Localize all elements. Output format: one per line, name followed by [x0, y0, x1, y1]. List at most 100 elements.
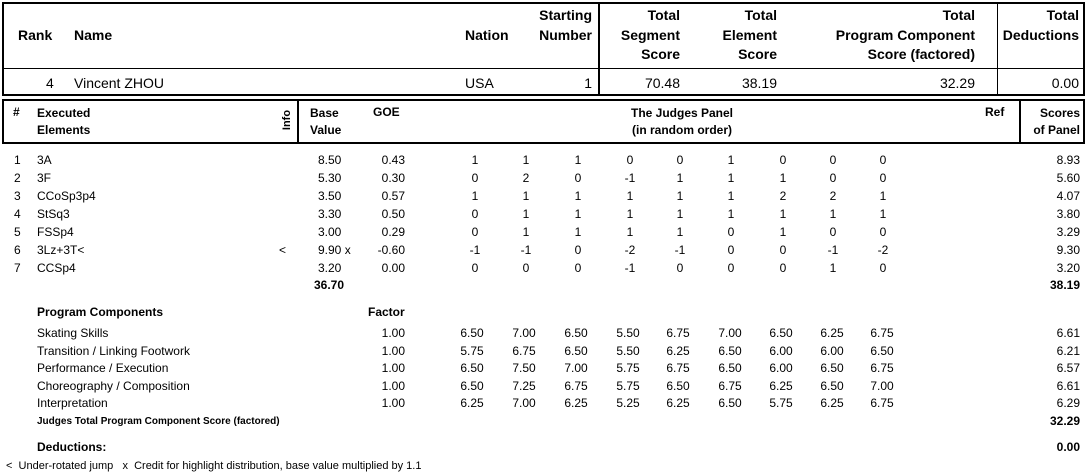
element-base-value: 3.50 [318, 189, 342, 203]
element-panel-score: 5.60 [1056, 171, 1080, 185]
score-total: 38.19 [1049, 278, 1080, 292]
component-factor: 1.00 [381, 344, 405, 358]
judge-score: 1 [522, 207, 530, 221]
name-header: Name [74, 27, 113, 43]
judge-score: 1 [727, 189, 735, 203]
element-number: 3 [14, 189, 21, 203]
component-judge-score: 6.00 [769, 361, 793, 375]
starting-number-header: Starting Number [539, 7, 592, 43]
judge-score: 1 [779, 225, 787, 239]
component-judge-score: 6.25 [820, 326, 844, 340]
component-judge-score: 6.75 [666, 361, 690, 375]
judge-score: 1 [829, 207, 837, 221]
component-judge-score: 6.50 [666, 379, 690, 393]
judge-score: 1 [676, 171, 684, 185]
element-number: 2 [14, 171, 21, 185]
component-judge-score: 5.75 [616, 379, 640, 393]
component-judge-score: 5.25 [616, 396, 640, 410]
element-name: 3Lz+3T< [37, 243, 85, 257]
judge-score: 1 [727, 171, 735, 185]
component-judge-score: 6.50 [718, 396, 742, 410]
nation-header: Nation [465, 27, 509, 43]
judge-score: -1 [827, 243, 839, 257]
component-judge-score: 5.75 [769, 396, 793, 410]
element-number: 6 [14, 243, 21, 257]
element-base-value: 8.50 [318, 153, 342, 167]
judge-score: 1 [522, 189, 530, 203]
element-goe: 0.57 [381, 189, 405, 203]
element-panel-score: 8.93 [1056, 153, 1080, 167]
ref-header: Ref [985, 105, 1005, 119]
component-judge-score: 6.75 [870, 396, 894, 410]
total-segment-value: 70.48 [644, 75, 680, 91]
judge-score: 0 [879, 225, 887, 239]
factor-header: Factor [368, 305, 405, 319]
component-judge-score: 7.00 [512, 326, 536, 340]
total-program-header: Total Program Component Score (factored) [835, 7, 975, 62]
element-info: < [279, 243, 287, 257]
executed-header: Executed Elements [37, 106, 91, 137]
element-goe: -0.60 [377, 243, 405, 257]
judge-score: 1 [522, 153, 530, 167]
judge-score: 1 [879, 207, 887, 221]
judge-score: -1 [624, 261, 636, 275]
judge-score: 0 [522, 261, 530, 275]
judge-score: 1 [779, 207, 787, 221]
component-judge-score: 6.25 [820, 396, 844, 410]
judge-score: 1 [471, 153, 479, 167]
total-element-value: 38.19 [741, 75, 777, 91]
component-judge-score: 6.25 [564, 396, 588, 410]
component-judge-score: 6.75 [564, 379, 588, 393]
judge-score: 1 [727, 207, 735, 221]
judge-score: 0 [829, 153, 837, 167]
component-name: Performance / Execution [37, 361, 169, 375]
judge-score: 2 [779, 189, 787, 203]
components-total-label: Judges Total Program Component Score (fa… [37, 416, 280, 427]
judge-score: 1 [574, 153, 582, 167]
info-header: Info [281, 109, 293, 131]
component-judge-score: 7.00 [564, 361, 588, 375]
component-judge-score: 6.50 [460, 361, 484, 375]
judge-score: -2 [624, 243, 636, 257]
element-base-value: 3.00 [318, 225, 342, 239]
component-factor: 1.00 [381, 361, 405, 375]
component-judge-score: 7.00 [870, 379, 894, 393]
component-judge-score: 6.50 [564, 344, 588, 358]
judge-score: 1 [626, 207, 634, 221]
element-panel-score: 4.07 [1056, 189, 1080, 203]
rank-header: Rank [18, 27, 53, 43]
component-judge-score: 6.50 [718, 344, 742, 358]
total-segment-header: Total Segment Score [620, 7, 680, 62]
judge-score: 1 [574, 225, 582, 239]
component-judge-score: 6.25 [666, 344, 690, 358]
component-judge-score: 6.00 [769, 344, 793, 358]
judge-score: 1 [574, 207, 582, 221]
component-judge-score: 6.50 [564, 326, 588, 340]
nation-value: USA [465, 75, 494, 91]
judge-score: 0 [574, 261, 582, 275]
element-goe: 0.29 [381, 225, 405, 239]
judge-score: 0 [779, 243, 787, 257]
component-judge-score: 5.50 [616, 344, 640, 358]
component-score: 6.21 [1056, 344, 1080, 358]
element-panel-score: 9.30 [1056, 243, 1080, 257]
component-score: 6.57 [1056, 361, 1080, 375]
component-judge-score: 5.75 [460, 344, 484, 358]
element-goe: 0.30 [381, 171, 405, 185]
element-name: StSq3 [37, 207, 70, 221]
component-judge-score: 7.50 [512, 361, 536, 375]
goe-header: GOE [373, 105, 400, 119]
footnote: < Under-rotated jump x Credit for highli… [6, 460, 422, 472]
deductions-label: Deductions: [37, 440, 107, 454]
judge-score: 0 [727, 243, 735, 257]
base-header: Base Value [310, 106, 342, 137]
judge-score: 1 [676, 225, 684, 239]
element-base-value: 3.20 [318, 261, 342, 275]
judge-score: 1 [829, 261, 837, 275]
component-judge-score: 5.50 [616, 326, 640, 340]
component-name: Skating Skills [37, 326, 109, 340]
component-judge-score: 6.25 [769, 379, 793, 393]
component-judge-score: 6.50 [820, 379, 844, 393]
element-panel-score: 3.80 [1056, 207, 1080, 221]
component-judge-score: 6.75 [870, 361, 894, 375]
